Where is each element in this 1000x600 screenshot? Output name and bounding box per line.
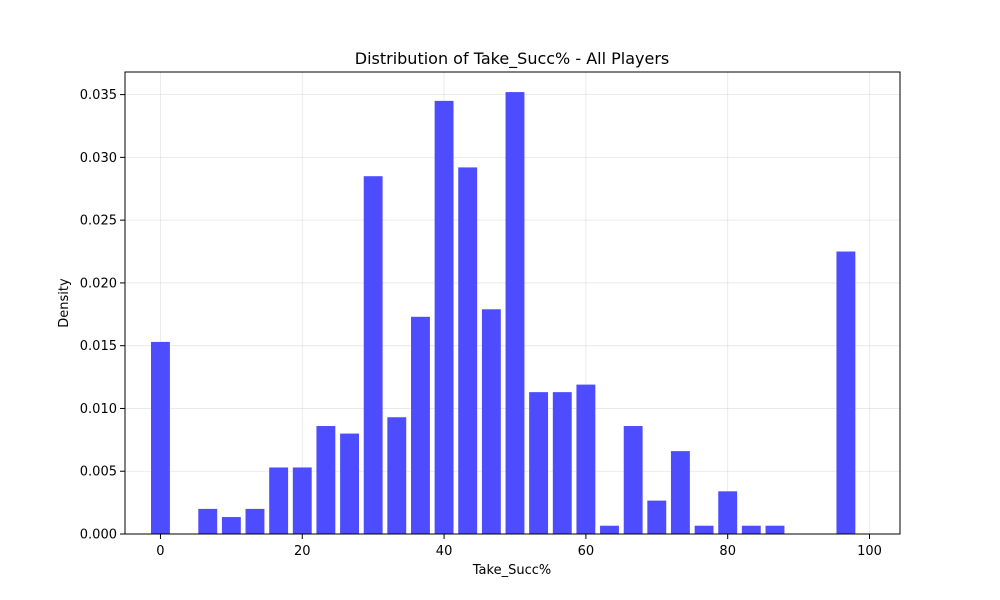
bar <box>411 316 430 534</box>
y-tick-label: 0.005 <box>80 465 117 480</box>
bar <box>363 176 383 534</box>
y-tick-label: 0.000 <box>80 528 117 543</box>
bar <box>552 392 572 534</box>
bar <box>718 491 738 534</box>
bar <box>505 92 525 534</box>
bar <box>151 341 170 534</box>
y-tick-label: 0.035 <box>80 88 117 103</box>
y-axis-label: Density <box>57 278 72 328</box>
y-tick-label: 0.010 <box>80 402 117 417</box>
bar <box>269 467 289 534</box>
plot-frame <box>124 71 901 535</box>
bar <box>765 525 785 534</box>
bar <box>292 467 312 534</box>
y-axis-ticks: 0.000 0.005 0.010 0.015 0.020 0.025 0.030 0.035 <box>80 88 125 543</box>
bar <box>434 100 454 534</box>
bar <box>340 433 360 534</box>
bar <box>623 426 643 534</box>
bar <box>576 384 596 534</box>
bar <box>647 500 667 534</box>
x-tick-label: 40 <box>436 544 453 559</box>
x-tick-label: 60 <box>578 544 595 559</box>
bar <box>600 525 619 534</box>
bar <box>221 517 241 534</box>
x-tick-label: 0 <box>156 544 164 559</box>
y-tick-label: 0.025 <box>80 214 117 229</box>
y-tick-label: 0.030 <box>80 151 117 166</box>
bar <box>245 508 265 534</box>
y-tick-label: 0.015 <box>80 339 117 354</box>
bar <box>836 251 856 535</box>
bar <box>741 525 761 534</box>
x-tick-label: 100 <box>857 544 882 559</box>
chart-title: Distribution of Take_Succ% - All Players <box>355 49 670 69</box>
y-tick-label: 0.020 <box>80 276 117 291</box>
bars <box>151 92 856 535</box>
x-tick-label: 20 <box>294 544 311 559</box>
x-axis-ticks: 0 20 40 60 80 100 <box>156 534 882 559</box>
bar <box>387 417 407 534</box>
bar <box>481 309 501 534</box>
bar <box>694 525 714 534</box>
bar <box>670 451 690 534</box>
x-tick-label: 80 <box>719 544 736 559</box>
bar <box>529 392 549 534</box>
x-axis-label: Take_Succ% <box>472 563 551 578</box>
bar <box>198 508 218 534</box>
bar <box>458 167 478 535</box>
bar <box>316 426 336 534</box>
